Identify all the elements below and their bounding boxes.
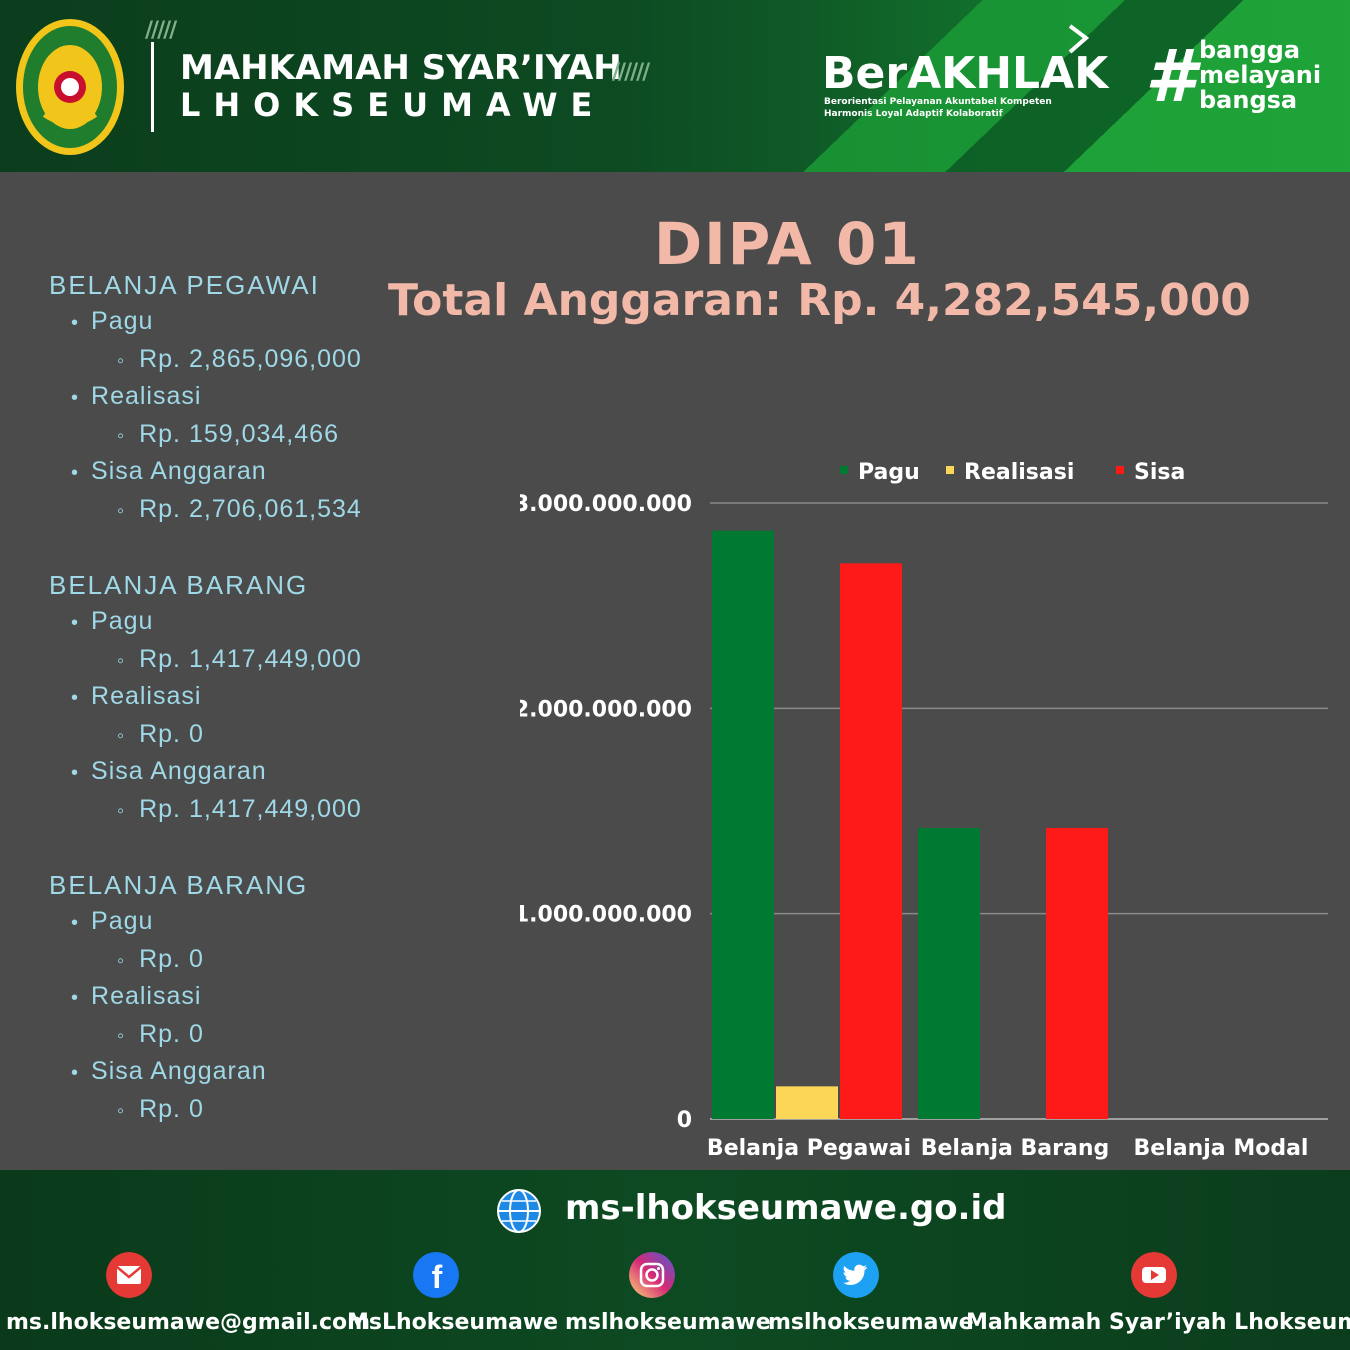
total-budget: Total Anggaran: Rp. 4,282,545,000	[388, 275, 1251, 326]
bar-pagu	[918, 827, 980, 1119]
court-emblem-logo	[16, 19, 124, 155]
header-divider	[151, 42, 154, 132]
realisasi-label: Realisasi	[71, 382, 201, 411]
pagu-value: Rp. 1,417,449,000	[117, 645, 362, 674]
legend-swatch	[1116, 466, 1124, 474]
legend-entry: Pagu	[858, 460, 920, 485]
legend-swatch	[946, 466, 954, 474]
bar-sisa	[1046, 827, 1108, 1119]
sisa-label: Sisa Anggaran	[71, 457, 267, 486]
bar-realisasi	[776, 1086, 838, 1119]
section-heading: BELANJA BARANG	[49, 870, 309, 900]
instagram-link[interactable]: mslhokseumawe	[565, 1310, 771, 1335]
bar-pagu	[712, 530, 774, 1119]
bangsa-word: bangsa	[1199, 86, 1298, 114]
y-tick-label: 2.000.000.000	[520, 697, 692, 722]
y-tick-label: 1.000.000.000	[520, 903, 692, 928]
pagu-value: Rp. 0	[117, 945, 204, 974]
org-name-line1: MAHKAMAH SYAR’IYAH	[180, 48, 622, 88]
pagu-value: Rp. 2,865,096,000	[117, 345, 362, 374]
x-tick-label: Belanja Modal	[1134, 1136, 1309, 1161]
bangga-word: bangga	[1199, 36, 1301, 64]
section-heading: BELANJA PEGAWAI	[49, 270, 320, 300]
page-title: DIPA 01	[654, 210, 921, 278]
berakhlak-tagline: Berorientasi Pelayanan Akuntabel Kompete…	[824, 97, 1052, 119]
facebook-link[interactable]: MsLhokseumawe	[347, 1310, 559, 1335]
sisa-label: Sisa Anggaran	[71, 757, 267, 786]
x-tick-label: Belanja Pegawai	[707, 1136, 911, 1161]
website-link[interactable]: ms-lhokseumawe.go.id	[565, 1188, 1007, 1228]
email-icon[interactable]	[106, 1252, 152, 1298]
x-tick-label: Belanja Barang	[921, 1136, 1110, 1161]
sisa-value: Rp. 0	[117, 1095, 204, 1124]
berakhlak-logo-text: BerAKHLAK	[822, 48, 1109, 99]
facebook-icon[interactable]: f	[413, 1252, 459, 1298]
svg-text:f: f	[432, 1259, 443, 1295]
decor-slashes: /////	[145, 18, 177, 43]
bar-sisa	[840, 563, 902, 1119]
twitter-link[interactable]: mslhokseumawe	[768, 1310, 974, 1335]
realisasi-label: Realisasi	[71, 682, 201, 711]
footer-banner	[0, 1170, 1350, 1350]
legend-entry: Sisa	[1134, 460, 1185, 485]
sisa-value: Rp. 2,706,061,534	[117, 495, 362, 524]
sisa-label: Sisa Anggaran	[71, 1057, 267, 1086]
instagram-icon[interactable]	[629, 1252, 675, 1298]
budget-bar-chart: 0 1.000.000.000 2.000.000.000 3.000.000.000…	[520, 460, 1328, 1161]
header-banner	[0, 0, 1350, 172]
pagu-label: Pagu	[71, 907, 153, 936]
realisasi-value: Rp. 159,034,466	[117, 420, 339, 449]
sisa-value: Rp. 1,417,449,000	[117, 795, 362, 824]
twitter-icon[interactable]	[833, 1252, 879, 1298]
globe-icon	[497, 1189, 541, 1233]
y-tick-label: 3.000.000.000	[520, 492, 692, 517]
youtube-icon[interactable]	[1131, 1252, 1177, 1298]
pagu-label: Pagu	[71, 307, 153, 336]
realisasi-label: Realisasi	[71, 982, 201, 1011]
email-link[interactable]: ms.lhokseumawe@gmail.com	[6, 1310, 371, 1335]
melayani-word: melayani	[1199, 61, 1322, 89]
realisasi-value: Rp. 0	[117, 720, 204, 749]
pagu-label: Pagu	[71, 607, 153, 636]
chevron-right-icon	[1068, 24, 1090, 54]
youtube-link[interactable]: Mahkamah Syar’iyah Lhokseumawe	[966, 1310, 1350, 1335]
bangga-melayani-bangsa-logo: # bangga melayani bangsa	[1145, 38, 1335, 118]
hashtag-icon: #	[1145, 34, 1196, 118]
legend-swatch	[840, 466, 848, 474]
legend-entry: Realisasi	[964, 460, 1074, 485]
org-name-line2: LHOKSEUMAWE	[180, 86, 606, 124]
y-tick-label: 0	[677, 1108, 692, 1133]
section-heading: BELANJA BARANG	[49, 570, 309, 600]
realisasi-value: Rp. 0	[117, 1020, 204, 1049]
decor-slashes: //////	[612, 60, 650, 85]
